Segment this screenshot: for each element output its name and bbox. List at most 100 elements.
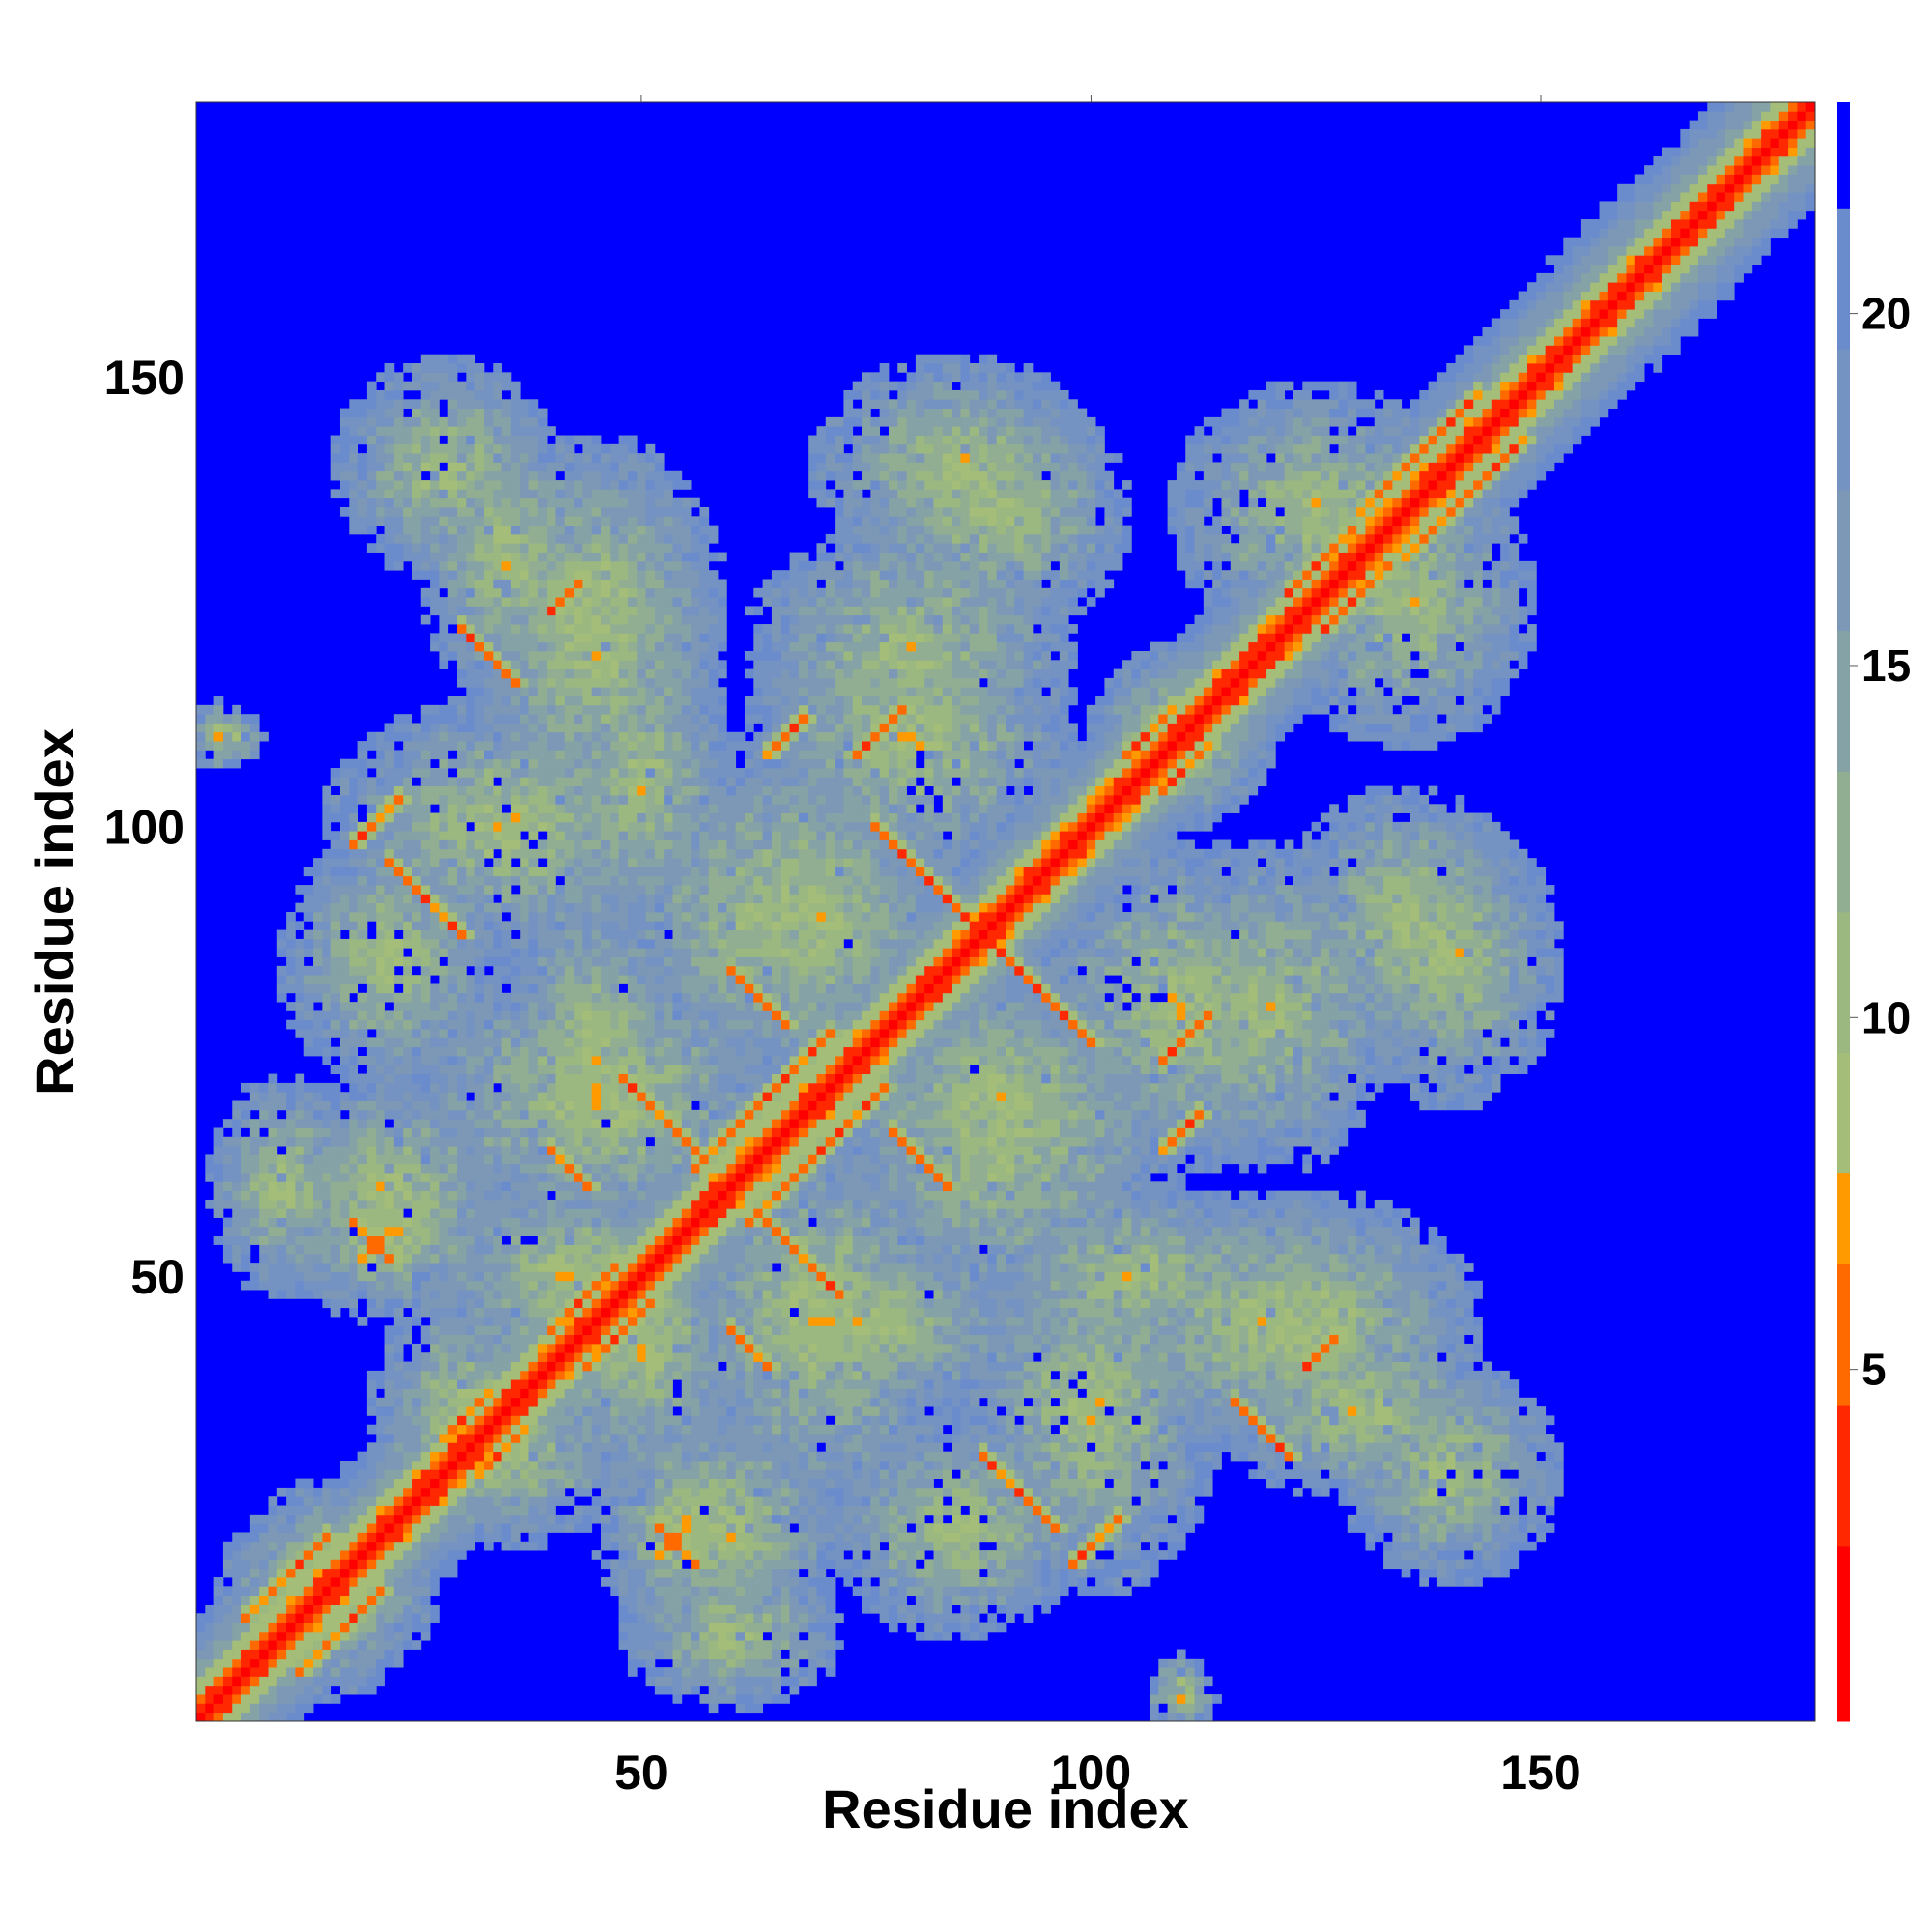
heatmap-cell: [384, 1055, 395, 1065]
heatmap-cell: [474, 489, 485, 499]
heatmap-cell: [286, 1712, 296, 1722]
heatmap-cell: [366, 1127, 377, 1138]
heatmap-cell: [627, 1370, 638, 1380]
heatmap-cell: [222, 1604, 233, 1614]
heatmap-cell: [466, 768, 476, 778]
heatmap-cell: [376, 1271, 385, 1282]
heatmap-cell: [610, 641, 620, 652]
heatmap-cell: [384, 1352, 395, 1362]
heatmap-cell: [403, 975, 412, 984]
heatmap-cell: [420, 533, 431, 544]
heatmap-cell: [591, 794, 602, 805]
heatmap-cell: [493, 1119, 502, 1128]
heatmap-cell: [637, 1181, 646, 1192]
heatmap-cell: [403, 1434, 412, 1443]
heatmap-cell: [582, 1127, 593, 1138]
heatmap-cell: [349, 1307, 358, 1318]
heatmap-cell: [322, 1559, 332, 1570]
heatmap-cell: [555, 704, 566, 715]
heatmap-cell: [601, 894, 611, 904]
heatmap-cell: [564, 929, 575, 940]
heatmap-cell: [393, 507, 404, 517]
heatmap-cell: [555, 1119, 566, 1128]
heatmap-cell: [547, 1317, 556, 1326]
heatmap-cell: [403, 794, 412, 805]
heatmap-cell: [447, 579, 458, 589]
heatmap-cell: [412, 894, 422, 904]
heatmap-cell: [439, 992, 449, 1003]
heatmap-cell: [430, 1586, 440, 1597]
heatmap-cell: [528, 435, 539, 445]
heatmap-cell: [249, 1577, 260, 1587]
heatmap-cell: [483, 821, 494, 832]
heatmap-cell: [627, 1604, 638, 1614]
heatmap-cell: [339, 1568, 350, 1578]
heatmap-cell: [483, 633, 494, 643]
heatmap-cell: [313, 1253, 323, 1264]
heatmap-cell: [591, 831, 602, 840]
heatmap-cell: [574, 1469, 583, 1479]
heatmap-cell: [430, 1604, 440, 1614]
heatmap-cell: [466, 650, 476, 661]
heatmap-cell: [601, 1496, 611, 1506]
heatmap-cell: [564, 543, 575, 553]
heatmap-cell: [547, 1280, 556, 1291]
heatmap-cell: [501, 1514, 512, 1524]
heatmap-cell: [339, 1208, 350, 1218]
heatmap-cell: [501, 785, 512, 796]
heatmap-cell: [268, 1181, 278, 1192]
heatmap-cell: [610, 1181, 620, 1192]
heatmap-cell: [591, 1217, 602, 1228]
heatmap-cell: [330, 885, 341, 895]
heatmap-cell: [591, 579, 602, 589]
heatmap-cell: [412, 1271, 422, 1282]
heatmap-cell: [384, 1217, 395, 1228]
heatmap-cell: [582, 1046, 593, 1057]
heatmap-cell: [483, 1352, 494, 1362]
heatmap-cell: [349, 831, 358, 840]
heatmap-cell: [564, 552, 575, 562]
heatmap-cell: [555, 1217, 566, 1228]
heatmap-cell: [520, 714, 529, 724]
heatmap-cell: [268, 1667, 278, 1677]
heatmap-cell: [618, 579, 629, 589]
heatmap-cell: [349, 812, 358, 823]
heatmap-cell: [349, 902, 358, 913]
heatmap-cell: [349, 1631, 358, 1641]
heatmap-cell: [205, 1676, 215, 1687]
heatmap-cell: [520, 750, 529, 760]
heatmap-cell: [591, 839, 602, 850]
heatmap-cell: [420, 812, 431, 823]
heatmap-cell: [574, 1451, 583, 1462]
heatmap-cell: [510, 1514, 521, 1524]
heatmap-cell: [547, 1037, 556, 1048]
heatmap-cell: [339, 938, 350, 949]
heatmap-cell: [627, 1208, 638, 1218]
heatmap-cell: [322, 938, 332, 949]
heatmap-cell: [447, 875, 458, 886]
heatmap-cell: [528, 696, 539, 706]
heatmap-cell: [420, 1019, 431, 1030]
heatmap-cell: [349, 1163, 358, 1174]
heatmap-cell: [366, 470, 377, 481]
heatmap-cell: [366, 965, 377, 976]
heatmap-cell: [582, 1253, 593, 1264]
heatmap-cell: [366, 1173, 377, 1182]
heatmap-cell: [537, 543, 548, 553]
heatmap-cell: [349, 1199, 358, 1209]
heatmap-cell: [601, 1082, 611, 1093]
heatmap-cell: [330, 902, 341, 913]
heatmap-cell: [474, 956, 485, 967]
heatmap-cell: [412, 1640, 422, 1650]
heatmap-cell: [457, 1487, 467, 1497]
heatmap-cell: [555, 821, 566, 832]
heatmap-cell: [376, 1280, 385, 1291]
heatmap-cell: [547, 1388, 556, 1399]
heatmap-cell: [393, 821, 404, 832]
heatmap-cell: [457, 867, 467, 877]
heatmap-cell: [591, 516, 602, 526]
heatmap-cell: [366, 1307, 377, 1318]
heatmap-cell: [537, 1037, 548, 1048]
heatmap-cell: [393, 1379, 404, 1389]
heatmap-cell: [501, 1154, 512, 1165]
